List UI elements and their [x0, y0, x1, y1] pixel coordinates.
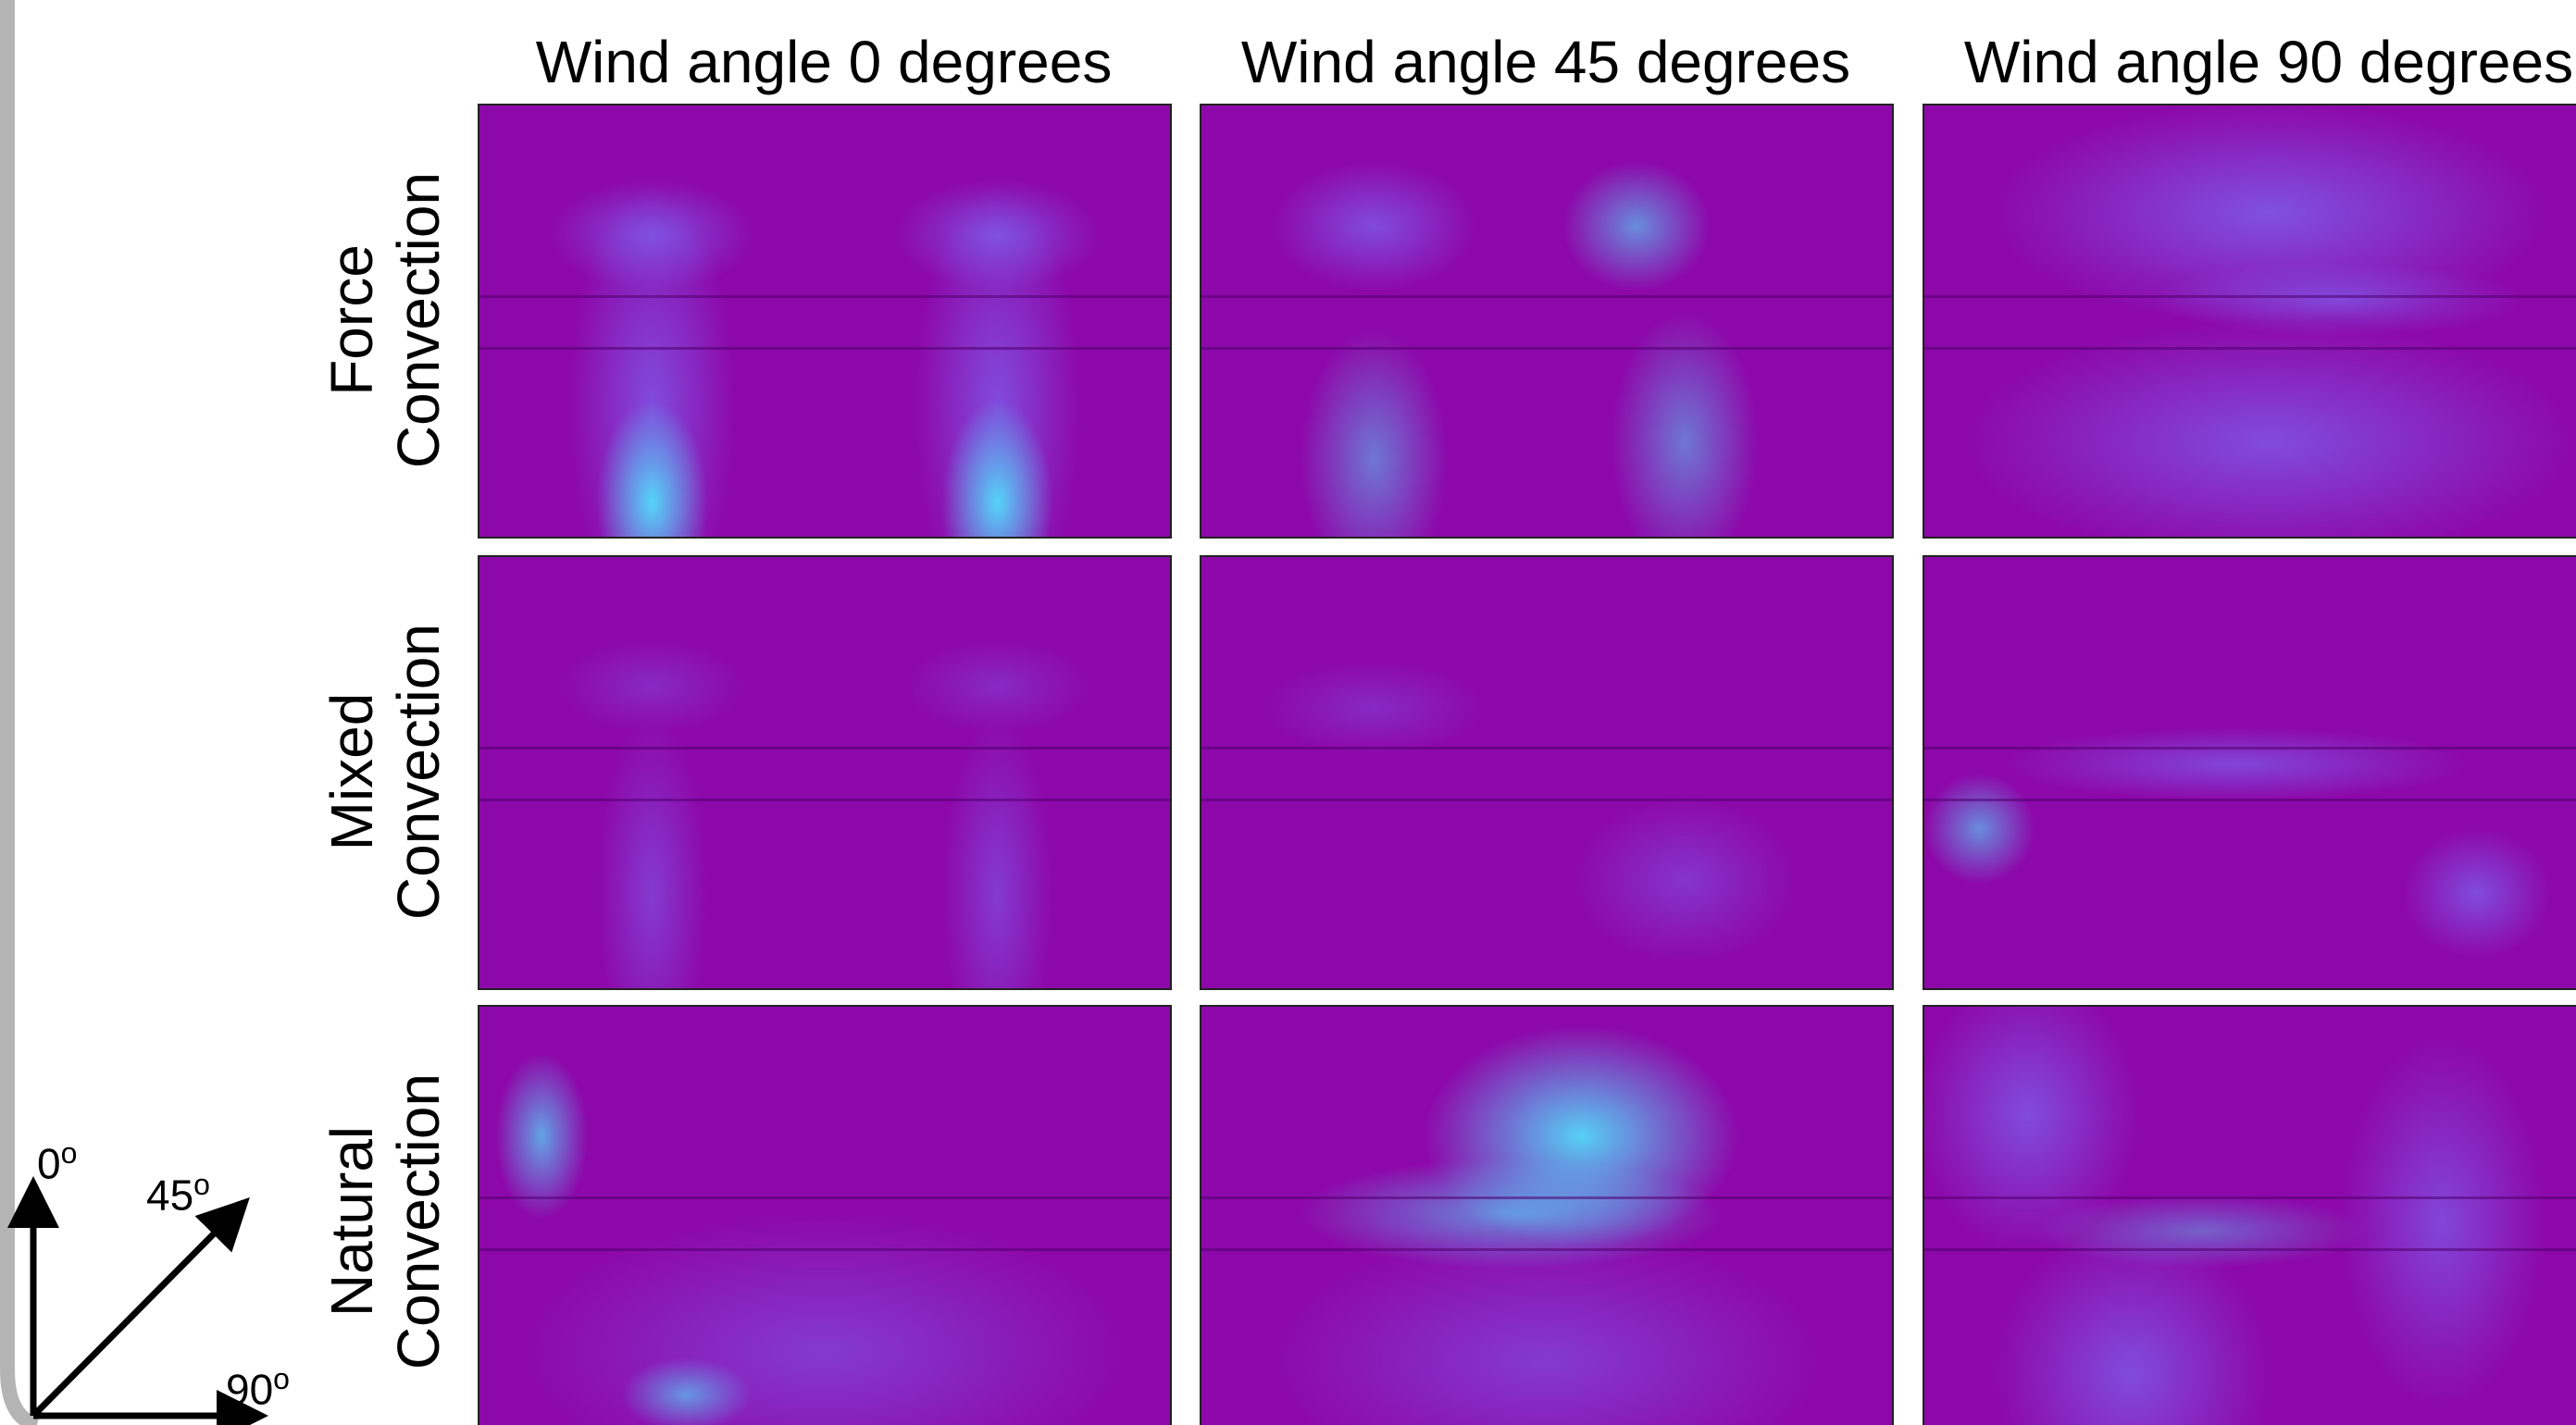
band-line	[1924, 1196, 2576, 1199]
angle-label: 90o	[226, 1362, 290, 1414]
simulation-panel	[478, 1005, 1172, 1425]
simulation-panel	[478, 104, 1172, 539]
band-line	[1924, 1248, 2576, 1251]
band-line	[1924, 295, 2576, 298]
column-header: Wind angle 0 degrees	[463, 28, 1185, 96]
band-line	[479, 799, 1170, 801]
row-label: Mixed	[319, 555, 384, 988]
band-line	[479, 1248, 1170, 1251]
band-line	[1201, 747, 1892, 750]
simulation-panel	[1200, 104, 1894, 539]
simulation-panel	[478, 555, 1172, 990]
figure: 0o 45o 90o Wind angle 0 degreesWind angl…	[0, 0, 2576, 1425]
arrow-45	[33, 1207, 241, 1416]
band-line	[1201, 347, 1892, 350]
band-line	[1924, 747, 2576, 750]
row-label: Convection	[386, 104, 451, 537]
angle-label: 0o	[37, 1136, 77, 1188]
band-line	[1201, 295, 1892, 298]
band-line	[479, 295, 1170, 298]
row-label: Convection	[386, 1005, 451, 1425]
band-line	[1201, 799, 1892, 801]
band-line	[1201, 1248, 1892, 1251]
simulation-panel	[1923, 1005, 2576, 1425]
column-header: Wind angle 90 degrees	[1908, 28, 2576, 96]
simulation-panel	[1923, 104, 2576, 539]
band-line	[479, 747, 1170, 750]
band-line	[1201, 1196, 1892, 1199]
band-line	[479, 1196, 1170, 1199]
band-line	[479, 347, 1170, 350]
angle-label: 45o	[146, 1168, 210, 1220]
row-label: Natural	[319, 1005, 384, 1425]
column-header: Wind angle 45 degrees	[1185, 28, 1907, 96]
band-line	[1924, 347, 2576, 350]
row-label: Convection	[386, 555, 451, 988]
band-line	[1924, 799, 2576, 801]
simulation-panel	[1923, 555, 2576, 990]
row-label: Force	[319, 104, 384, 537]
simulation-panel	[1200, 1005, 1894, 1425]
simulation-panel	[1200, 555, 1894, 990]
